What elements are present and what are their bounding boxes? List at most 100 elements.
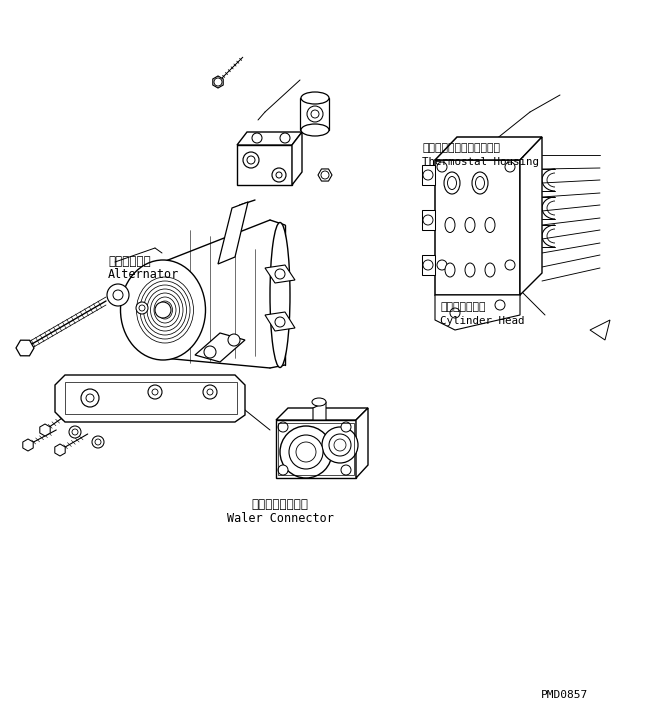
- Polygon shape: [520, 137, 542, 295]
- Polygon shape: [40, 424, 50, 436]
- Circle shape: [495, 300, 505, 310]
- Ellipse shape: [301, 92, 329, 104]
- Text: Waler Connector: Waler Connector: [227, 512, 334, 525]
- Polygon shape: [356, 408, 368, 478]
- Circle shape: [321, 171, 329, 179]
- Circle shape: [203, 385, 217, 399]
- Bar: [278, 423, 354, 475]
- Circle shape: [329, 434, 351, 456]
- Polygon shape: [300, 98, 329, 130]
- Circle shape: [214, 78, 222, 86]
- Polygon shape: [422, 255, 435, 275]
- Polygon shape: [276, 420, 356, 478]
- Text: ウォータコネクタ: ウォータコネクタ: [251, 498, 308, 511]
- Polygon shape: [292, 132, 302, 185]
- Polygon shape: [276, 408, 368, 420]
- Circle shape: [136, 302, 148, 314]
- Text: Cylinder Head: Cylinder Head: [440, 316, 524, 326]
- Ellipse shape: [312, 398, 326, 406]
- Circle shape: [437, 162, 447, 172]
- Text: Thermostal Housing: Thermostal Housing: [422, 157, 539, 167]
- Circle shape: [86, 394, 94, 402]
- Circle shape: [505, 260, 515, 270]
- Circle shape: [423, 260, 433, 270]
- Polygon shape: [318, 169, 332, 181]
- Polygon shape: [422, 165, 435, 185]
- Circle shape: [81, 389, 99, 407]
- Polygon shape: [265, 312, 295, 331]
- Circle shape: [148, 385, 162, 399]
- Polygon shape: [265, 265, 295, 283]
- Circle shape: [276, 172, 282, 178]
- Polygon shape: [55, 444, 65, 456]
- Circle shape: [228, 334, 240, 346]
- Circle shape: [252, 133, 262, 143]
- Circle shape: [247, 156, 255, 164]
- Bar: [65, 382, 237, 414]
- Circle shape: [139, 305, 145, 311]
- Circle shape: [322, 427, 358, 463]
- Circle shape: [92, 436, 104, 448]
- Polygon shape: [23, 439, 33, 451]
- Circle shape: [72, 429, 78, 435]
- Ellipse shape: [485, 218, 495, 232]
- Polygon shape: [213, 76, 223, 88]
- Circle shape: [334, 439, 346, 451]
- Polygon shape: [195, 333, 245, 362]
- Ellipse shape: [472, 172, 488, 194]
- Ellipse shape: [485, 263, 495, 277]
- Circle shape: [152, 389, 158, 395]
- Circle shape: [204, 346, 216, 358]
- Circle shape: [113, 290, 123, 300]
- Ellipse shape: [301, 124, 329, 136]
- Polygon shape: [422, 210, 435, 230]
- Circle shape: [296, 442, 316, 462]
- Circle shape: [278, 465, 288, 475]
- Polygon shape: [435, 295, 520, 330]
- Ellipse shape: [445, 263, 455, 277]
- Circle shape: [243, 152, 259, 168]
- Circle shape: [289, 435, 323, 469]
- Polygon shape: [218, 202, 248, 264]
- Circle shape: [275, 269, 285, 279]
- Circle shape: [280, 426, 332, 478]
- Polygon shape: [435, 160, 520, 295]
- Circle shape: [107, 284, 129, 306]
- Text: オルタネータ: オルタネータ: [108, 255, 151, 268]
- Text: サーモスタットハウシング: サーモスタットハウシング: [422, 143, 500, 153]
- Polygon shape: [237, 145, 292, 185]
- Polygon shape: [237, 132, 302, 145]
- Circle shape: [275, 317, 285, 327]
- Ellipse shape: [448, 177, 456, 190]
- Polygon shape: [313, 402, 326, 420]
- Polygon shape: [55, 375, 245, 422]
- Circle shape: [307, 106, 323, 122]
- Circle shape: [450, 308, 460, 318]
- Circle shape: [423, 170, 433, 180]
- Text: Alternator: Alternator: [108, 268, 179, 281]
- Ellipse shape: [465, 218, 475, 232]
- Ellipse shape: [444, 172, 460, 194]
- Circle shape: [423, 215, 433, 225]
- Circle shape: [341, 465, 351, 475]
- Polygon shape: [435, 137, 542, 160]
- Circle shape: [272, 168, 286, 182]
- Ellipse shape: [445, 218, 455, 232]
- Text: シリンダヘッド: シリンダヘッド: [440, 302, 485, 312]
- Circle shape: [505, 162, 515, 172]
- Circle shape: [311, 110, 319, 118]
- Circle shape: [437, 260, 447, 270]
- Polygon shape: [16, 340, 34, 356]
- Circle shape: [95, 439, 101, 445]
- Ellipse shape: [465, 263, 475, 277]
- Ellipse shape: [476, 177, 485, 190]
- Circle shape: [207, 389, 213, 395]
- Circle shape: [280, 133, 290, 143]
- Circle shape: [155, 302, 171, 318]
- Text: PMD0857: PMD0857: [540, 690, 588, 700]
- Circle shape: [278, 422, 288, 432]
- Circle shape: [69, 426, 81, 438]
- Polygon shape: [590, 320, 610, 340]
- Circle shape: [341, 422, 351, 432]
- Ellipse shape: [270, 223, 290, 368]
